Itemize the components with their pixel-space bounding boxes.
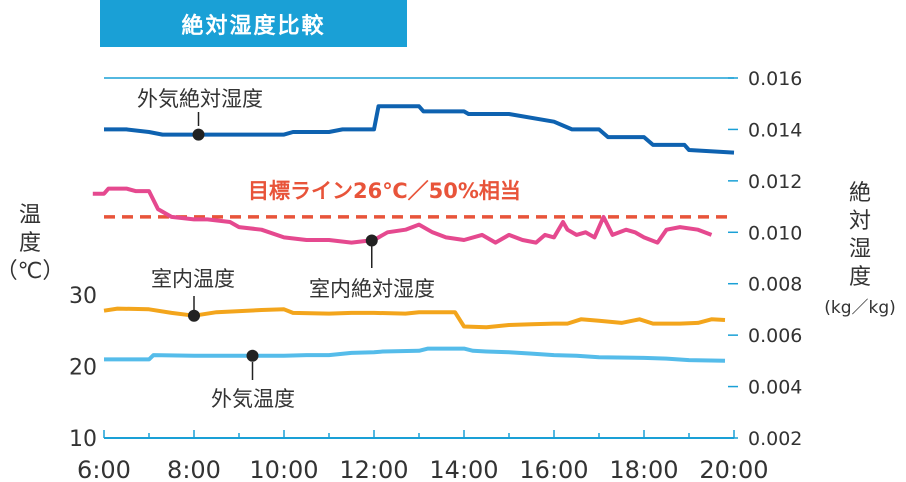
x-tick-label: 10:00 <box>249 456 318 482</box>
x-tick-label: 14:00 <box>429 456 498 482</box>
series-indoor-abs-humidity-marker <box>365 234 378 247</box>
x-tick-label: 16:00 <box>519 456 588 482</box>
right-axis-label: 度 <box>849 265 871 290</box>
right-tick-label: 0.002 <box>748 428 802 450</box>
right-axis-label: 対 <box>849 209 871 234</box>
series-outdoor-temp-line <box>104 346 726 363</box>
series-outdoor-temp-label: 外気温度 <box>211 387 295 411</box>
right-tick-label: 0.004 <box>748 377 802 399</box>
series-indoor-abs-humidity-line <box>92 186 713 245</box>
left-tick-label: 30 <box>69 284 97 309</box>
left-tick-label: 20 <box>69 356 97 381</box>
target-line-label: 目標ライン26℃／50%相当 <box>248 179 521 203</box>
series-indoor-temp-marker <box>188 309 200 322</box>
left-tick-label: 10 <box>69 427 97 452</box>
left-axis-label: 度 <box>19 231 41 256</box>
x-tick-label: 8:00 <box>167 456 221 482</box>
right-axis-label: 湿 <box>849 237 871 262</box>
right-tick-label: 0.016 <box>748 68 802 90</box>
chart-title: 絶対湿度比較 <box>181 14 326 39</box>
series-outdoor-abs-humidity-marker <box>192 128 205 141</box>
chart-title-box: 絶対湿度比較 <box>100 0 407 47</box>
series-indoor-temp-line <box>103 306 726 330</box>
x-tick-label: 12:00 <box>339 456 408 482</box>
x-tick-label: 20:00 <box>699 456 768 482</box>
left-axis-label: （℃） <box>0 259 64 284</box>
right-axis-label: (kg／kg) <box>824 298 896 318</box>
series-outdoor-abs-humidity-label: 外気絶対湿度 <box>137 87 263 111</box>
x-tick-label: 18:00 <box>609 456 678 482</box>
right-tick-label: 0.010 <box>748 222 802 244</box>
right-axis-label: 絶 <box>849 181 871 206</box>
left-axis-label: 温 <box>19 203 41 228</box>
right-tick-label: 0.008 <box>748 274 802 296</box>
right-tick-label: 0.012 <box>748 171 802 193</box>
x-tick-label: 6:00 <box>77 456 131 482</box>
right-tick-label: 0.014 <box>748 119 802 141</box>
series-indoor-temp-label: 室内温度 <box>151 267 235 291</box>
series-indoor-abs-humidity-label: 室内絶対湿度 <box>309 277 435 301</box>
right-tick-label: 0.006 <box>748 325 802 347</box>
series-outdoor-temp-marker <box>246 349 259 362</box>
